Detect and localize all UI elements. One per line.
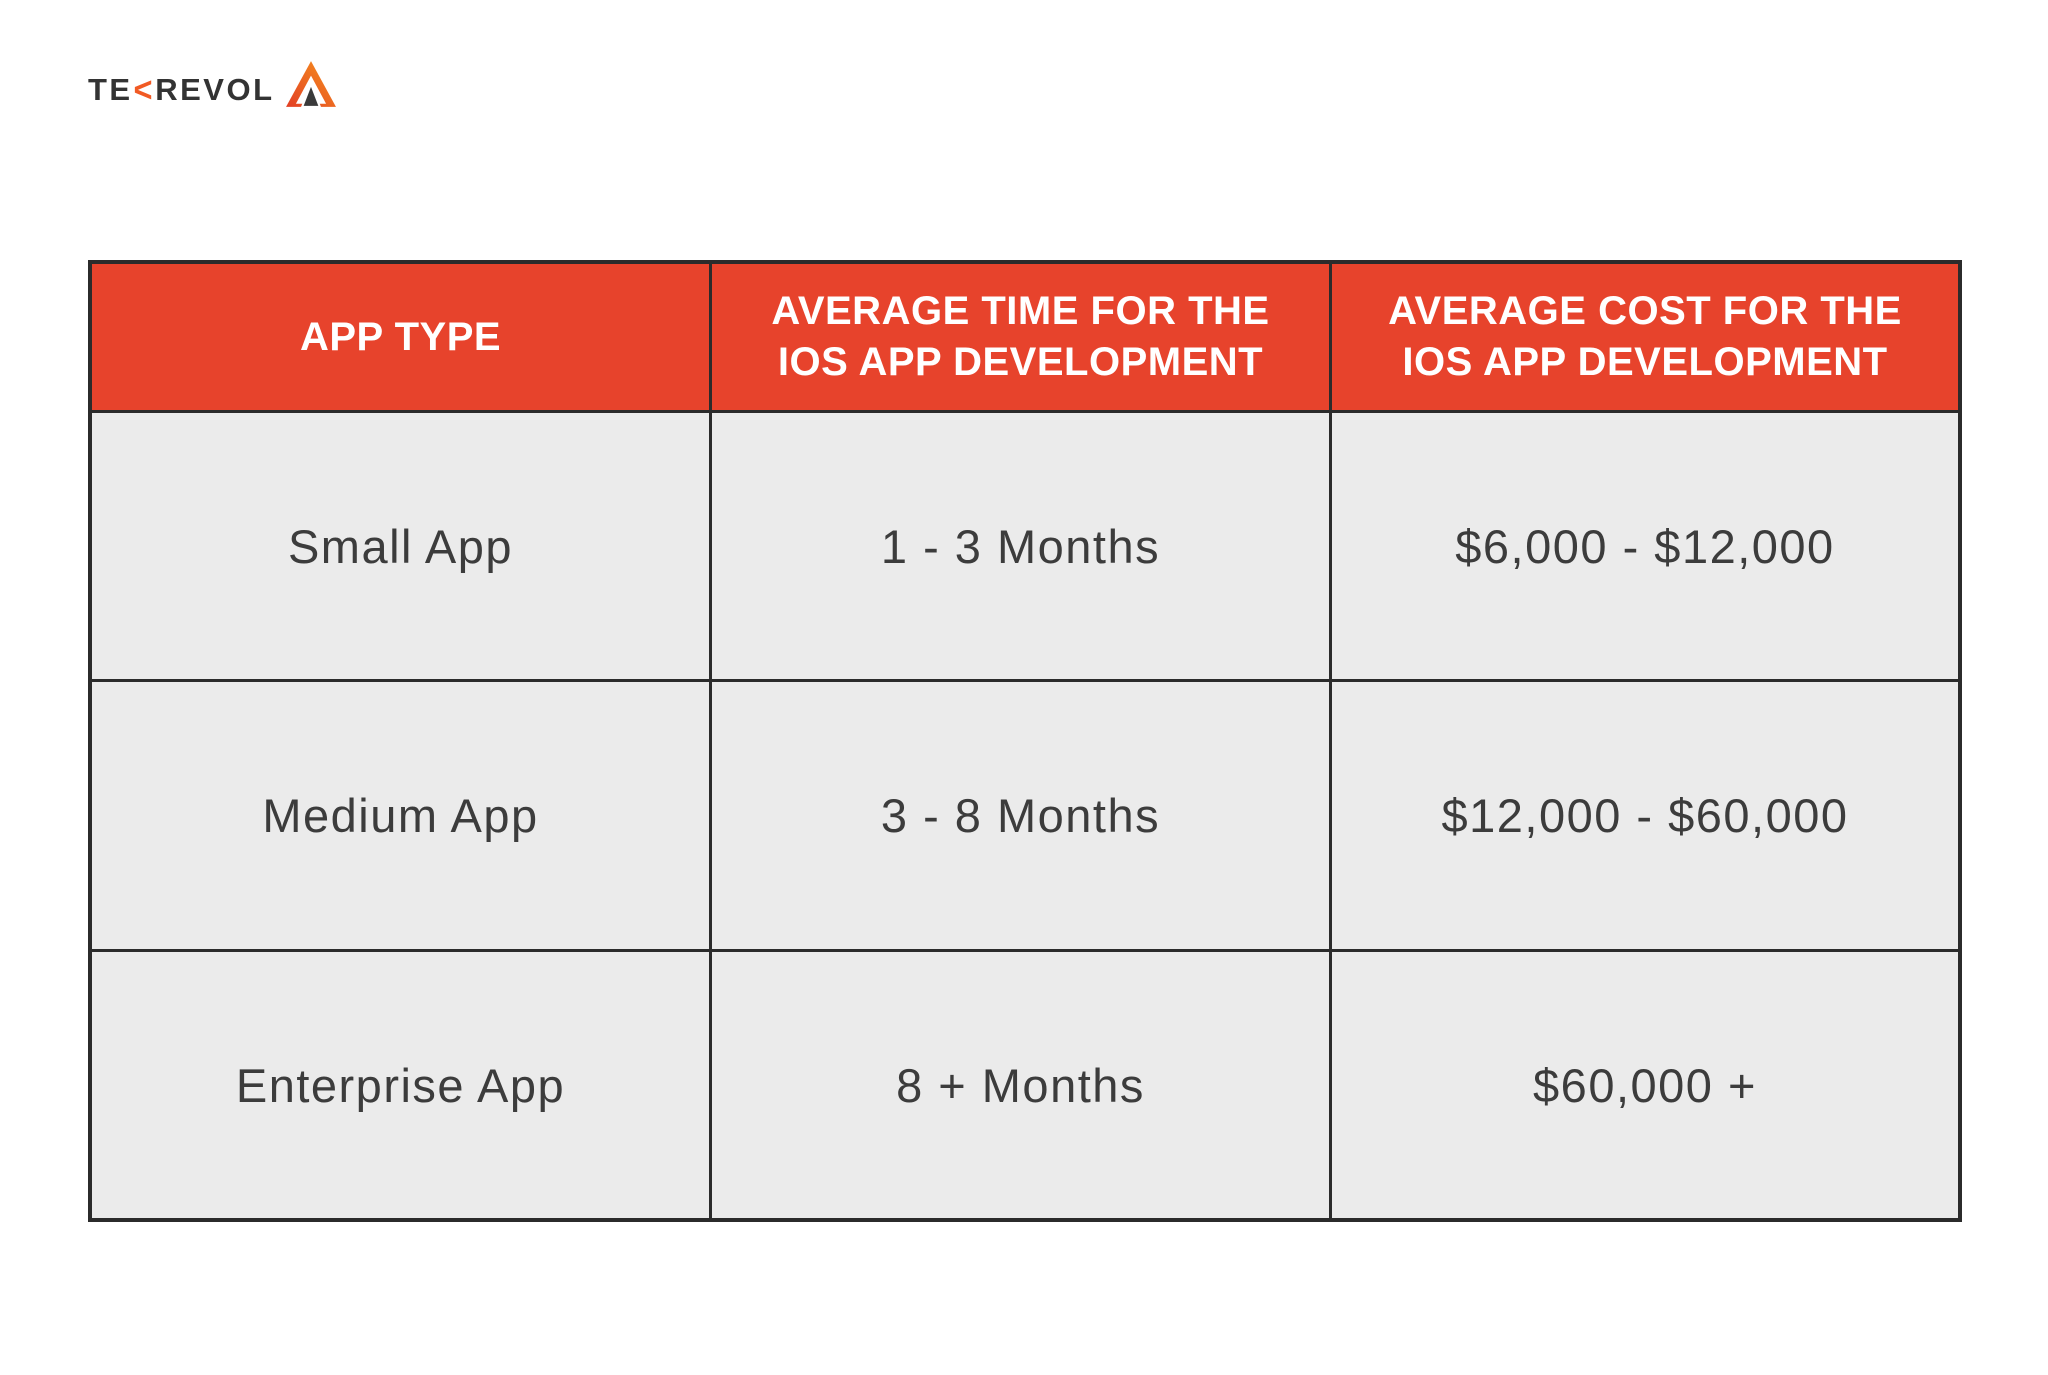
tekrevol-logo: TE<REVOL xyxy=(88,60,337,108)
logo-chevron-icon: < xyxy=(133,69,155,110)
cell-cost-enterprise: $60,000 + xyxy=(1332,952,1958,1218)
header-line: AVERAGE TIME FOR THE xyxy=(771,289,1270,333)
cell-time-small: 1 - 3 Months xyxy=(712,413,1332,682)
cell-app-type-medium: Medium App xyxy=(92,682,712,952)
cell-time-enterprise: 8 + Months xyxy=(712,952,1332,1218)
pricing-table: APP TYPE AVERAGE TIME FOR THE IOS APP DE… xyxy=(88,260,1962,1222)
header-line: AVERAGE COST FOR THE xyxy=(1388,289,1902,333)
cell-app-type-enterprise: Enterprise App xyxy=(92,952,712,1218)
cell-time-medium: 3 - 8 Months xyxy=(712,682,1332,952)
logo-text-prefix: TE xyxy=(88,72,133,107)
column-header-average-time: AVERAGE TIME FOR THE IOS APP DEVELOPMENT xyxy=(712,264,1332,413)
header-line: IOS APP DEVELOPMENT xyxy=(1402,340,1888,384)
header-line: IOS APP DEVELOPMENT xyxy=(777,340,1264,384)
logo-text-suffix: REVOL xyxy=(155,72,275,107)
column-header-app-type: APP TYPE xyxy=(92,264,712,413)
tekrevol-triangle-icon xyxy=(285,61,336,108)
cell-app-type-small: Small App xyxy=(92,413,712,682)
header-line: APP TYPE xyxy=(299,314,502,359)
logo-wordmark: TE<REVOL xyxy=(88,69,275,110)
column-header-average-cost: AVERAGE COST FOR THE IOS APP DEVELOPMENT xyxy=(1332,264,1958,413)
cell-cost-small: $6,000 - $12,000 xyxy=(1332,413,1958,682)
cell-cost-medium: $12,000 - $60,000 xyxy=(1332,682,1958,952)
